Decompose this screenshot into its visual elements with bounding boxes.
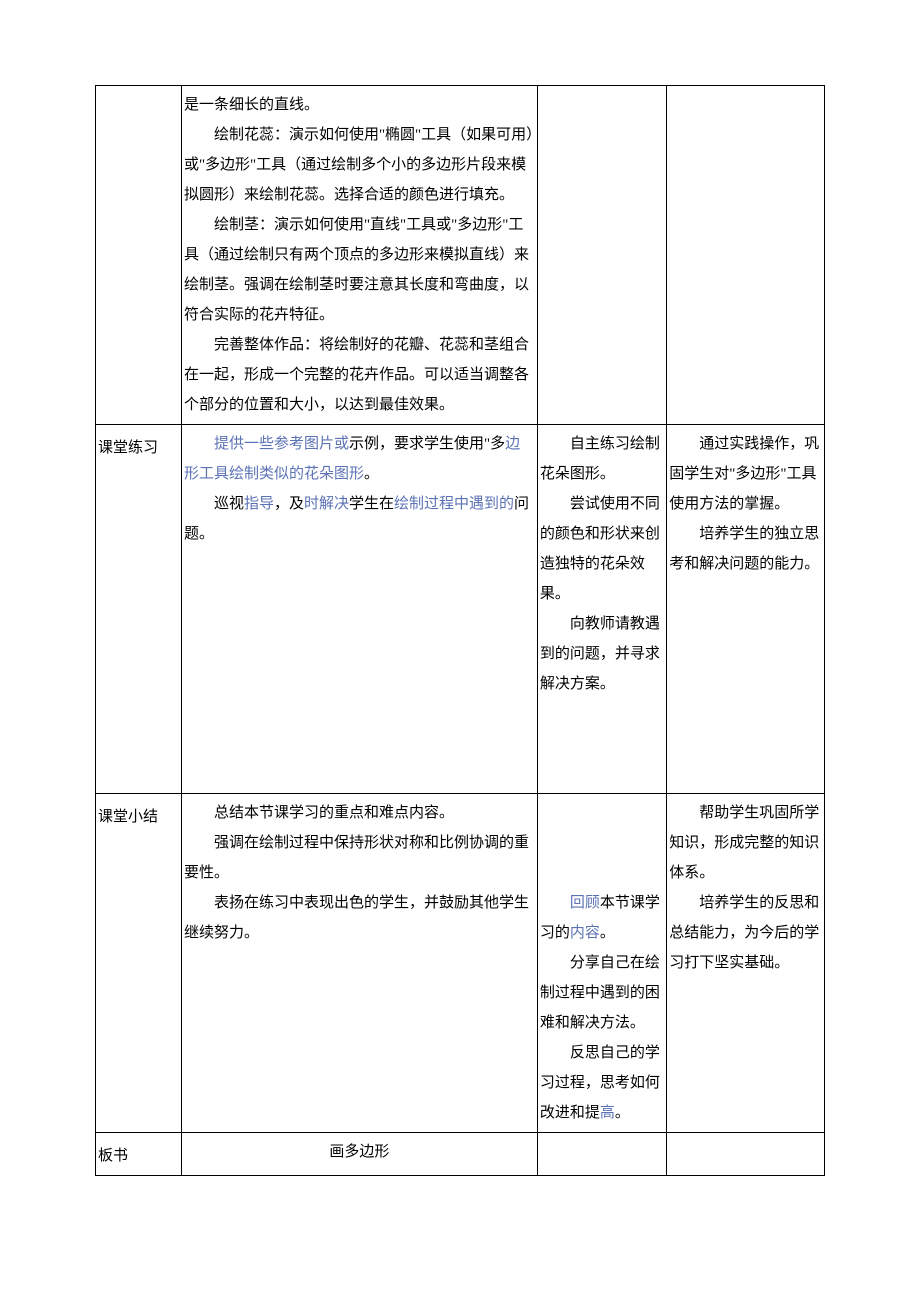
cell-teacher-activity: 是一条细长的直线。 绘制花蕊：演示如何使用"椭圆"工具（如果可用）或"多边形"工… (181, 86, 537, 425)
table-body: 是一条细长的直线。 绘制花蕊：演示如何使用"椭圆"工具（如果可用）或"多边形"工… (96, 86, 825, 1176)
paragraph: 回顾本节课学习的内容。 (540, 888, 664, 948)
highlighted-text: 高 (600, 1105, 615, 1121)
paragraph: 巡视指导，及时解决学生在绘制过程中遇到的问题。 (184, 489, 535, 549)
paragraph: 培养学生的独立思考和解决问题的能力。 (669, 519, 822, 579)
paragraph: 尝试使用不同的颜色和形状来创造独特的花朵效果。 (540, 489, 664, 609)
spacer (540, 699, 664, 729)
cell-design-intent: 通过实践操作，巩固学生对"多边形"工具使用方法的掌握。 培养学生的独立思考和解决… (667, 425, 825, 794)
spacer (540, 858, 664, 888)
spacer (540, 729, 664, 759)
cell-label: 课堂练习 (96, 425, 182, 794)
paragraph: 是一条细长的直线。 (184, 90, 535, 120)
paragraph: 分享自己在绘制过程中遇到的困难和解决方法。 (540, 948, 664, 1038)
cell-board-writing: 画多边形 (181, 1133, 537, 1176)
cell-design-intent (667, 86, 825, 425)
highlighted-text: 绘制过程中遇到的 (394, 496, 514, 512)
cell-label: 课堂小结 (96, 794, 182, 1133)
paragraph: 通过实践操作，巩固学生对"多边形"工具使用方法的掌握。 (669, 429, 822, 519)
paragraph: 向教师请教遇到的问题，并寻求解决方案。 (540, 609, 664, 699)
highlighted-text: 指导 (244, 496, 274, 512)
paragraph: 反思自己的学习过程，思考如何改进和提高。 (540, 1038, 664, 1128)
cell-label: 板书 (96, 1133, 182, 1176)
highlighted-text: 内容 (570, 925, 600, 941)
paragraph: 总结本节课学习的重点和难点内容。 (184, 798, 535, 828)
lesson-plan-table: 是一条细长的直线。 绘制花蕊：演示如何使用"椭圆"工具（如果可用）或"多边形"工… (95, 85, 825, 1176)
paragraph: 提供一些参考图片或示例，要求学生使用"多边形工具绘制类似的花朵图形。 (184, 429, 535, 489)
spacer (540, 759, 664, 789)
cell-student-activity (537, 86, 666, 425)
cell-design-intent: 帮助学生巩固所学知识，形成完整的知识体系。 培养学生的反思和总结能力，为今后的学… (667, 794, 825, 1133)
highlighted-text: 时解决 (304, 496, 349, 512)
table-row: 板书 画多边形 (96, 1133, 825, 1176)
cell-empty (667, 1133, 825, 1176)
paragraph: 完善整体作品：将绘制好的花瓣、花蕊和茎组合在一起，形成一个完整的花卉作品。可以适… (184, 330, 535, 420)
cell-teacher-activity: 总结本节课学习的重点和难点内容。 强调在绘制过程中保持形状对称和比例协调的重要性… (181, 794, 537, 1133)
highlighted-text: 提供一些参考图片或 (214, 436, 349, 452)
spacer (540, 828, 664, 858)
paragraph: 绘制茎：演示如何使用"直线"工具或"多边形"工具（通过绘制只有两个顶点的多边形来… (184, 210, 535, 330)
cell-student-activity: 回顾本节课学习的内容。分享自己在绘制过程中遇到的困难和解决方法。反思自己的学习过… (537, 794, 666, 1133)
highlighted-text: 回顾 (570, 895, 600, 911)
paragraph: 表扬在练习中表现出色的学生，并鼓励其他学生继续努力。 (184, 888, 535, 948)
cell-label (96, 86, 182, 425)
cell-student-activity: 自主练习绘制花朵图形。 尝试使用不同的颜色和形状来创造独特的花朵效果。 向教师请… (537, 425, 666, 794)
spacer (540, 798, 664, 828)
paragraph: 绘制花蕊：演示如何使用"椭圆"工具（如果可用）或"多边形"工具（通过绘制多个小的… (184, 120, 535, 210)
paragraph: 强调在绘制过程中保持形状对称和比例协调的重要性。 (184, 828, 535, 888)
table-row: 是一条细长的直线。 绘制花蕊：演示如何使用"椭圆"工具（如果可用）或"多边形"工… (96, 86, 825, 425)
paragraph: 培养学生的反思和总结能力，为今后的学习打下坚实基础。 (669, 888, 822, 978)
cell-teacher-activity: 提供一些参考图片或示例，要求学生使用"多边形工具绘制类似的花朵图形。巡视指导，及… (181, 425, 537, 794)
paragraph: 帮助学生巩固所学知识，形成完整的知识体系。 (669, 798, 822, 888)
cell-empty (537, 1133, 666, 1176)
table-row: 课堂小结 总结本节课学习的重点和难点内容。 强调在绘制过程中保持形状对称和比例协… (96, 794, 825, 1133)
paragraph: 自主练习绘制花朵图形。 (540, 429, 664, 489)
table-row: 课堂练习 提供一些参考图片或示例，要求学生使用"多边形工具绘制类似的花朵图形。巡… (96, 425, 825, 794)
